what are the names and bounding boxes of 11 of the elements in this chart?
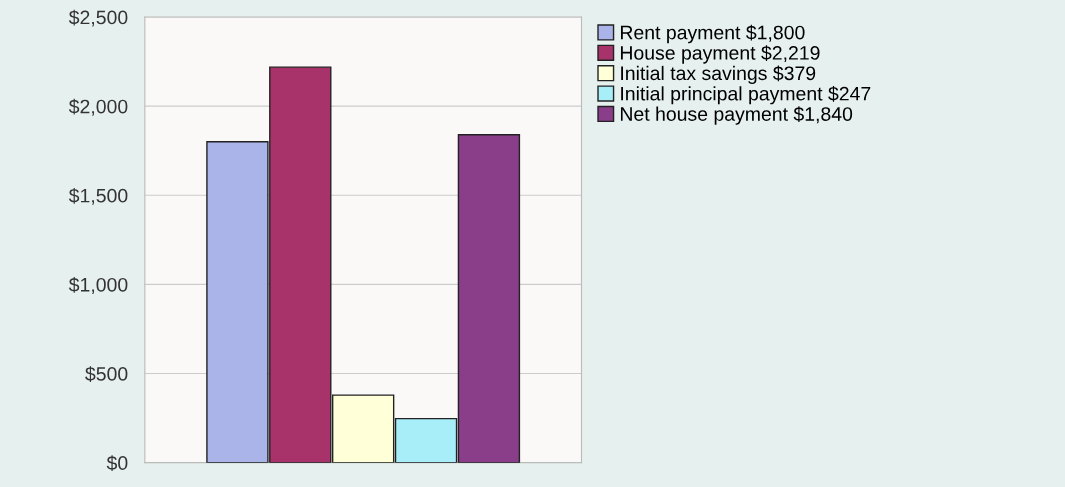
legend-label: Rent payment $1,800: [620, 24, 805, 44]
y-tick-label: $0: [106, 455, 128, 472]
legend-label: House payment $2,219: [620, 45, 820, 64]
y-tick-label: $1,500: [68, 187, 128, 205]
y-tick-label: $1,000: [68, 277, 128, 294]
legend-label: Net house payment $1,840: [620, 106, 853, 125]
y-tick-label: $500: [85, 366, 128, 382]
legend-label: Initial tax savings $379: [621, 65, 816, 84]
legend-label: Initial principal payment $247: [621, 85, 871, 105]
y-tick-label: $2,000: [68, 98, 128, 116]
y-tick-label: $2,500: [68, 9, 128, 27]
